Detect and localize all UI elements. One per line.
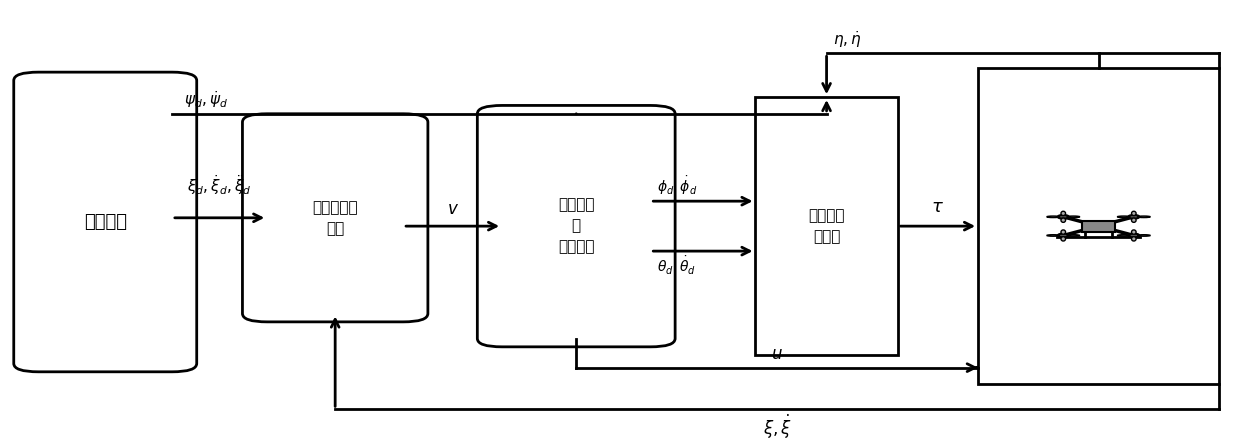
Ellipse shape — [1131, 218, 1136, 222]
Circle shape — [1058, 233, 1069, 237]
FancyBboxPatch shape — [978, 68, 1219, 384]
Ellipse shape — [1047, 216, 1059, 218]
Text: $\eta,\dot{\eta}$: $\eta,\dot{\eta}$ — [833, 29, 861, 50]
Ellipse shape — [1137, 216, 1150, 218]
Text: $\psi_d,\dot{\psi}_d$: $\psi_d,\dot{\psi}_d$ — [185, 89, 228, 109]
Text: 姿态跟踪
控制器: 姿态跟踪 控制器 — [808, 208, 845, 244]
Text: 转换计算
和
微分运算: 转换计算 和 微分运算 — [558, 198, 595, 255]
Circle shape — [1129, 233, 1140, 237]
Ellipse shape — [1061, 211, 1066, 216]
Text: 位置跟踪控
制器: 位置跟踪控 制器 — [312, 200, 358, 236]
Text: $\theta_d,\dot{\theta}_d$: $\theta_d,\dot{\theta}_d$ — [657, 255, 695, 277]
Ellipse shape — [1061, 218, 1066, 222]
Ellipse shape — [1137, 235, 1150, 236]
Bar — [1082, 221, 1115, 232]
Ellipse shape — [1131, 237, 1136, 241]
FancyBboxPatch shape — [14, 72, 197, 372]
Text: 期望轨迹: 期望轨迹 — [84, 213, 126, 231]
Ellipse shape — [1067, 235, 1079, 236]
Ellipse shape — [1067, 216, 1079, 218]
Text: $v$: $v$ — [446, 200, 458, 218]
Ellipse shape — [1061, 230, 1066, 234]
Text: $\tau$: $\tau$ — [932, 198, 944, 216]
Ellipse shape — [1118, 216, 1130, 218]
Text: $u$: $u$ — [771, 345, 783, 363]
Ellipse shape — [1131, 230, 1136, 234]
Ellipse shape — [1118, 235, 1130, 236]
Ellipse shape — [1061, 237, 1066, 241]
FancyBboxPatch shape — [477, 105, 675, 347]
Ellipse shape — [1131, 211, 1136, 216]
Text: $\xi_d,\dot{\xi}_d,\ddot{\xi}_d$: $\xi_d,\dot{\xi}_d,\ddot{\xi}_d$ — [187, 173, 252, 197]
Text: $\xi,\dot{\xi}$: $\xi,\dot{\xi}$ — [762, 412, 792, 441]
Text: $\phi_d,\dot{\phi}_d$: $\phi_d,\dot{\phi}_d$ — [657, 174, 698, 197]
Circle shape — [1058, 215, 1069, 219]
Circle shape — [1129, 215, 1140, 219]
FancyBboxPatch shape — [756, 97, 897, 355]
FancyBboxPatch shape — [243, 114, 427, 322]
Ellipse shape — [1047, 235, 1059, 236]
